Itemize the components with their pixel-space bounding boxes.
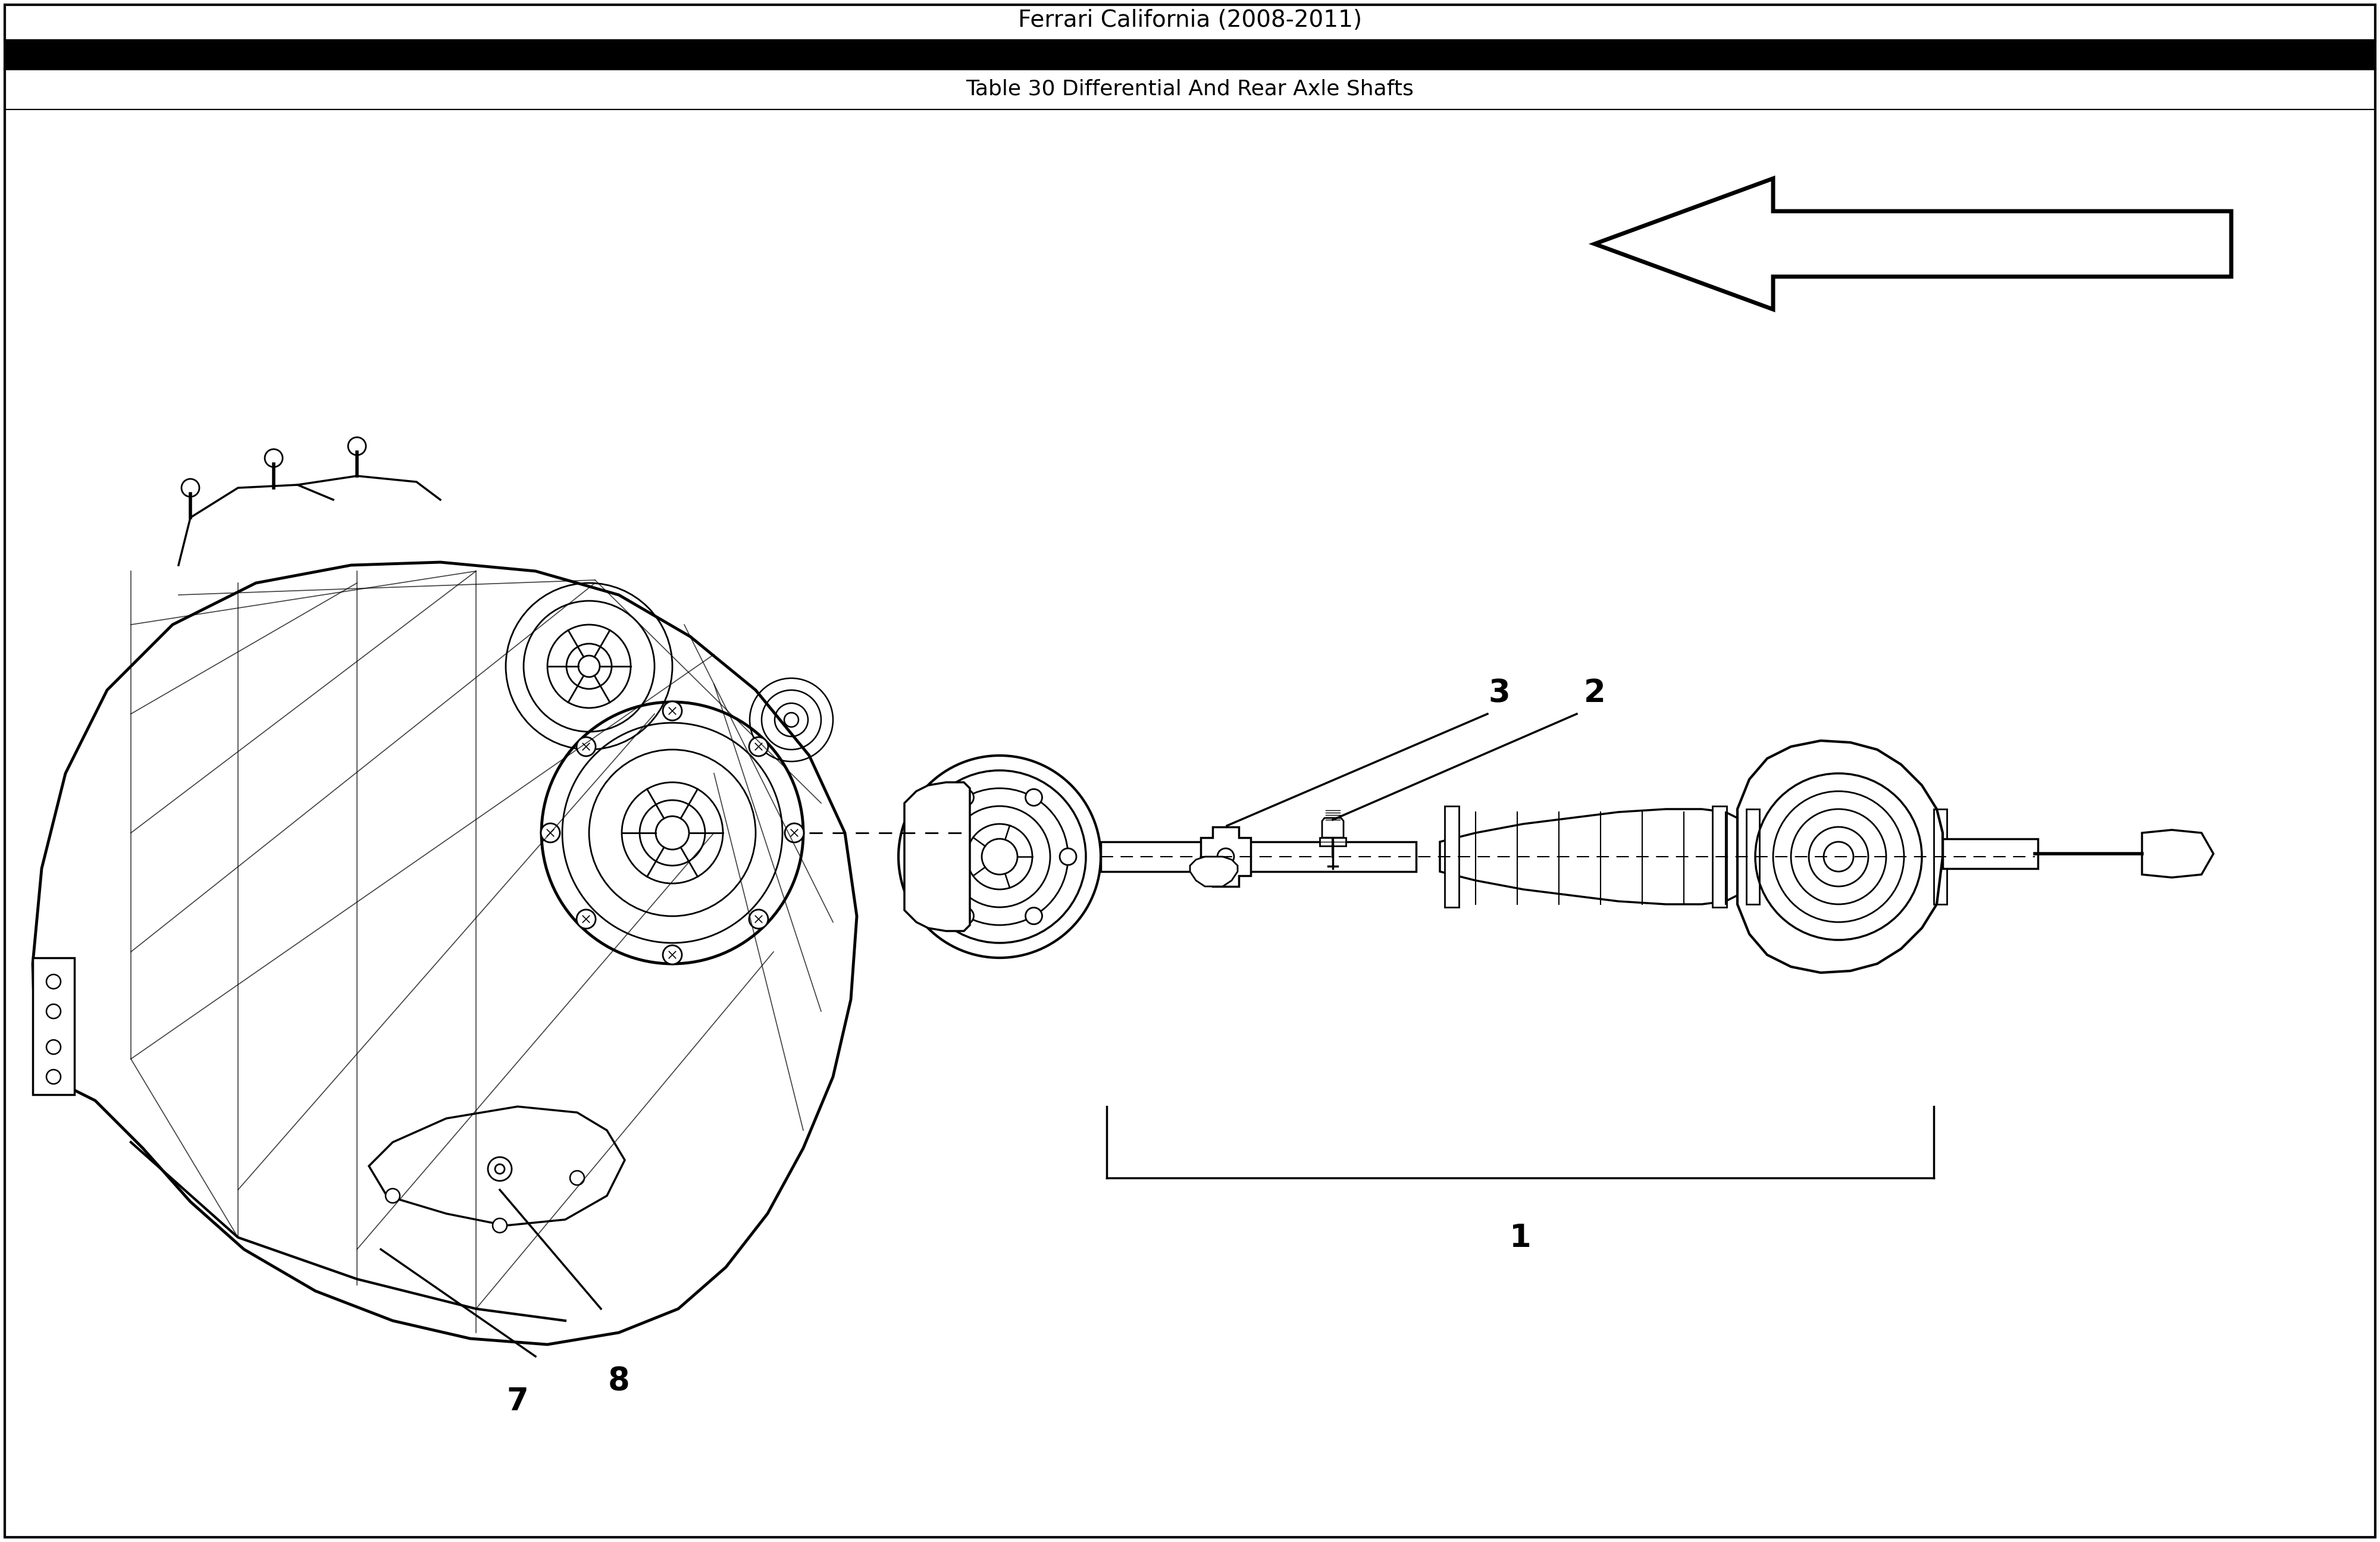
Bar xyxy=(1445,806,1459,907)
Polygon shape xyxy=(369,1107,624,1226)
Circle shape xyxy=(48,1004,62,1018)
Circle shape xyxy=(785,823,804,842)
Text: 7: 7 xyxy=(507,1386,528,1417)
Circle shape xyxy=(957,790,973,806)
Polygon shape xyxy=(1440,810,1737,904)
Text: Table 30 Differential And Rear Axle Shafts: Table 30 Differential And Rear Axle Shaf… xyxy=(966,79,1414,99)
Circle shape xyxy=(264,449,283,467)
Polygon shape xyxy=(1737,740,1942,973)
Circle shape xyxy=(386,1189,400,1203)
Circle shape xyxy=(576,737,595,756)
Circle shape xyxy=(750,910,769,928)
Bar xyxy=(1100,842,1416,871)
Circle shape xyxy=(750,737,769,756)
Polygon shape xyxy=(904,782,971,931)
Polygon shape xyxy=(33,563,857,1345)
Text: 1: 1 xyxy=(1509,1223,1530,1254)
Circle shape xyxy=(495,1164,505,1173)
Circle shape xyxy=(576,910,595,928)
Circle shape xyxy=(1059,848,1076,865)
Circle shape xyxy=(1026,790,1042,806)
Polygon shape xyxy=(1323,817,1342,837)
Bar xyxy=(1319,837,1347,847)
Bar xyxy=(5,40,2375,69)
Bar xyxy=(1933,810,1947,904)
Bar xyxy=(1747,810,1759,904)
Bar xyxy=(1942,839,2037,868)
Circle shape xyxy=(1026,908,1042,924)
Polygon shape xyxy=(2142,830,2213,877)
Circle shape xyxy=(1219,848,1233,865)
Circle shape xyxy=(540,823,559,842)
Circle shape xyxy=(493,1218,507,1232)
Circle shape xyxy=(347,438,367,455)
Circle shape xyxy=(923,848,940,865)
Circle shape xyxy=(48,975,62,988)
Circle shape xyxy=(488,1156,512,1181)
Polygon shape xyxy=(1202,827,1252,887)
Bar xyxy=(33,958,74,1095)
Circle shape xyxy=(48,1070,62,1084)
Text: 8: 8 xyxy=(607,1365,631,1396)
Polygon shape xyxy=(1595,179,2232,310)
Bar xyxy=(1714,806,1728,907)
Circle shape xyxy=(181,480,200,497)
Polygon shape xyxy=(1190,857,1238,887)
Text: 2: 2 xyxy=(1583,677,1606,708)
Circle shape xyxy=(957,908,973,924)
Text: 3: 3 xyxy=(1488,677,1511,708)
Circle shape xyxy=(662,702,683,720)
Text: Ferrari California (2008-2011): Ferrari California (2008-2011) xyxy=(1019,9,1361,31)
Circle shape xyxy=(662,945,683,964)
Circle shape xyxy=(571,1170,585,1186)
Circle shape xyxy=(48,1039,62,1055)
